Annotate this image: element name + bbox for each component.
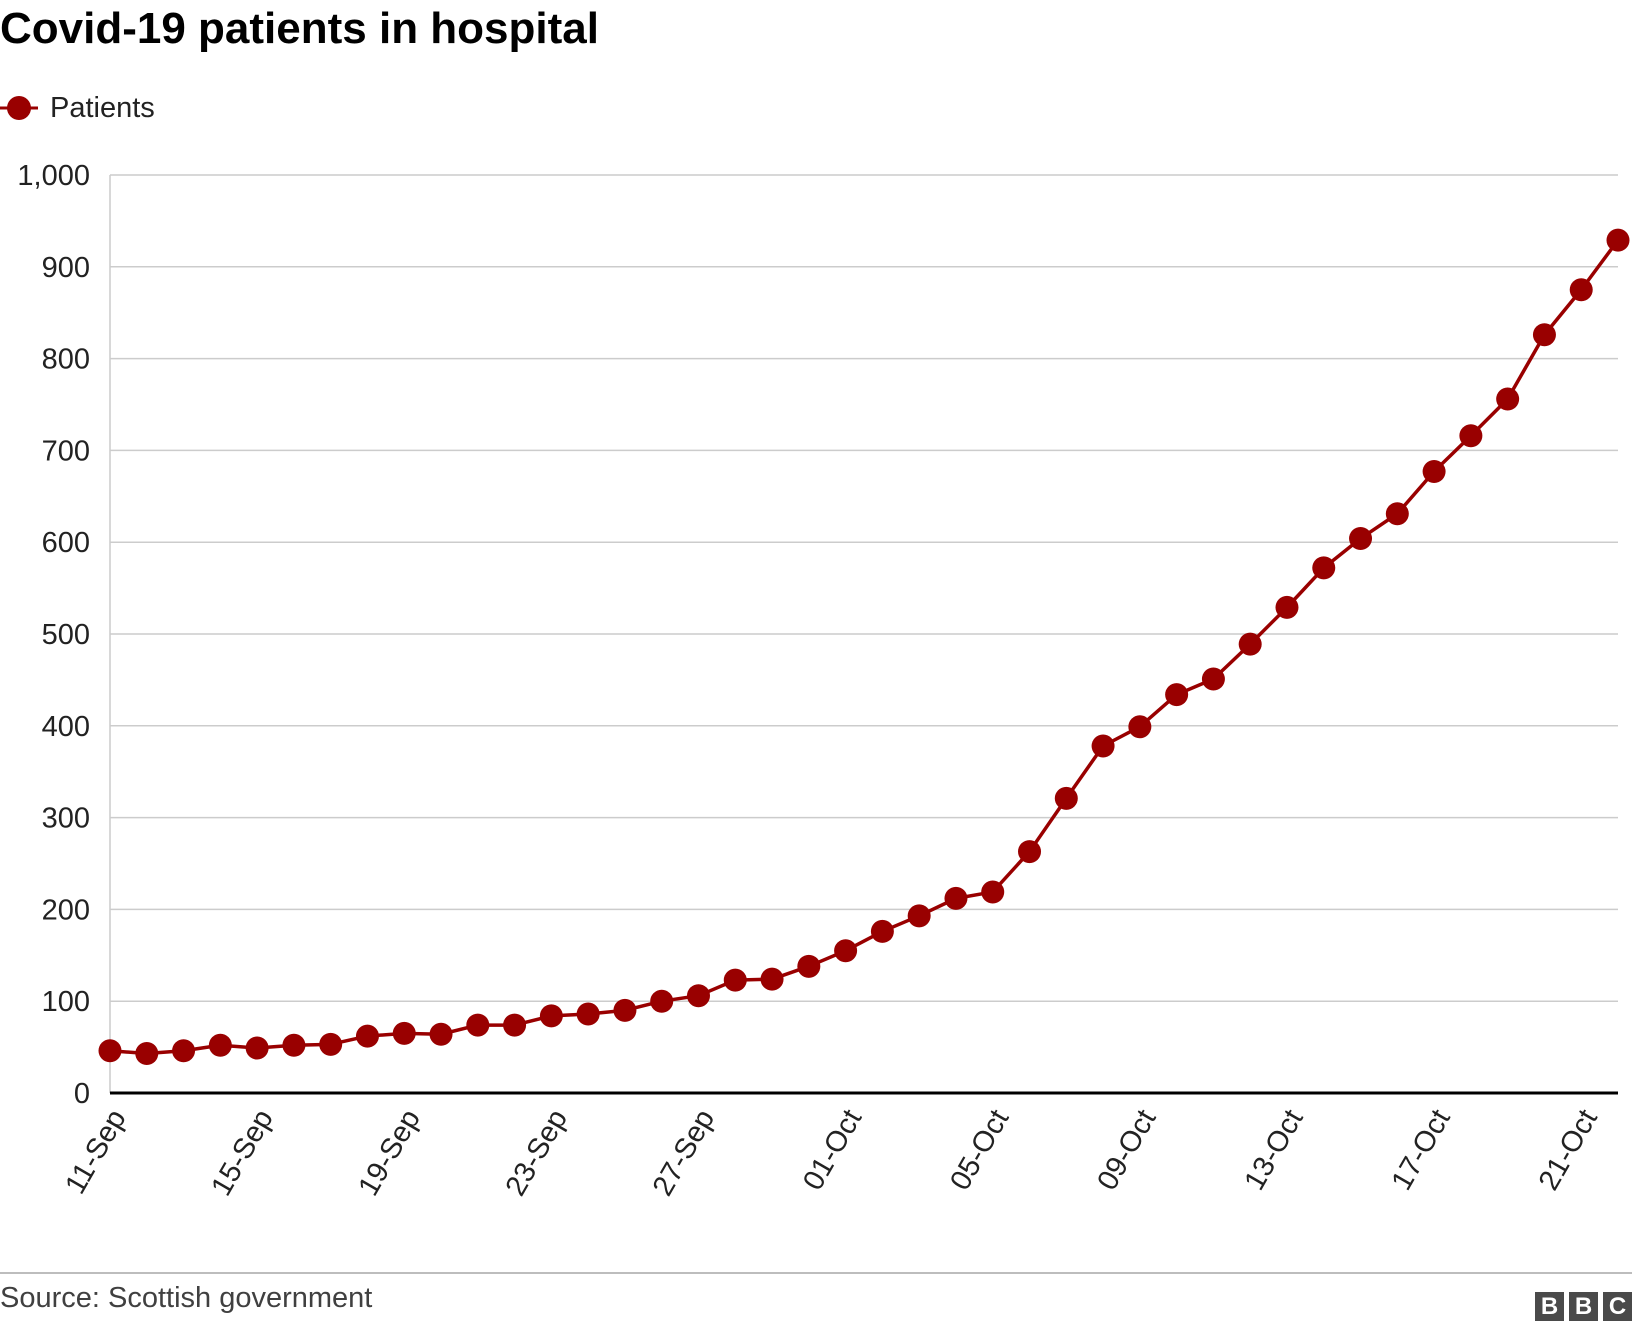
line-chart: 0 100 200 300 400 500 600 700 800 900 1,000 11-Sep 1… [17, 160, 1630, 1201]
data-point [1128, 715, 1152, 739]
y-tick-label: 1,000 [17, 160, 90, 192]
x-tick-label: 27-Sep [647, 1104, 721, 1201]
data-point [944, 886, 968, 910]
x-tick-label: 17-Oct [1386, 1104, 1457, 1195]
y-tick-label: 800 [42, 344, 90, 376]
data-point [429, 1022, 453, 1046]
data-point [135, 1042, 159, 1066]
data-point [1422, 460, 1446, 484]
y-tick-label: 100 [42, 986, 90, 1018]
logo-letter: C [1603, 1292, 1632, 1321]
data-point [613, 998, 637, 1022]
chart-title: Covid-19 patients in hospital [0, 4, 599, 53]
y-tick-label: 0 [74, 1078, 90, 1110]
data-point [319, 1032, 343, 1056]
data-point [1532, 323, 1556, 347]
data-point [1238, 632, 1262, 656]
data-point [650, 989, 674, 1013]
x-tick-label: 15-Sep [205, 1104, 279, 1201]
data-point [1054, 786, 1078, 810]
data-point [1496, 387, 1520, 411]
data-point [98, 1039, 122, 1063]
data-point [1459, 424, 1483, 448]
data-point [466, 1013, 490, 1037]
data-point [1275, 595, 1299, 619]
x-tick-label: 09-Oct [1091, 1104, 1162, 1195]
footer-divider [0, 1272, 1632, 1274]
x-tick-label: 05-Oct [944, 1104, 1015, 1195]
data-point [1349, 527, 1373, 551]
y-tick-label: 200 [42, 894, 90, 926]
x-tick-label: 11-Sep [59, 1104, 132, 1199]
data-point [1091, 734, 1115, 758]
bbc-logo: B B C [1535, 1292, 1632, 1321]
data-point [208, 1033, 232, 1057]
data-point [686, 984, 710, 1008]
data-point [1385, 502, 1409, 526]
y-tick-label: 700 [42, 435, 90, 467]
data-point [797, 954, 821, 978]
data-point [355, 1024, 379, 1048]
logo-letter: B [1535, 1292, 1564, 1321]
x-tick-label: 23-Sep [500, 1104, 574, 1201]
y-tick-label: 600 [42, 527, 90, 559]
data-point [282, 1033, 306, 1057]
data-point [760, 967, 784, 991]
data-point [907, 904, 931, 928]
data-point [1165, 683, 1189, 707]
logo-letter: B [1569, 1292, 1598, 1321]
data-point [723, 968, 747, 992]
data-point [1201, 667, 1225, 691]
data-point [503, 1013, 527, 1037]
data-point [834, 939, 858, 963]
data-point [172, 1039, 196, 1063]
y-tick-label: 300 [42, 803, 90, 835]
data-point [1606, 228, 1630, 252]
series-line [109, 239, 1620, 1056]
data-point [392, 1021, 416, 1045]
data-point [245, 1036, 269, 1060]
data-point [981, 880, 1005, 904]
legend: Patients [0, 88, 155, 128]
data-point [1018, 840, 1042, 864]
data-point [539, 1004, 563, 1028]
data-point [1569, 278, 1593, 302]
y-tick-label: 500 [42, 619, 90, 651]
data-point [870, 919, 894, 943]
x-tick-label: 21-Oct [1533, 1104, 1604, 1195]
data-point [576, 1002, 600, 1026]
legend-marker-icon [0, 96, 38, 120]
y-tick-label: 400 [42, 711, 90, 743]
y-tick-label: 900 [42, 252, 90, 284]
data-point [1312, 556, 1336, 580]
x-tick-label: 13-Oct [1238, 1104, 1309, 1195]
source-note: Source: Scottish government [0, 1282, 373, 1314]
x-tick-label: 01-Oct [797, 1104, 868, 1195]
x-tick-label: 19-Sep [352, 1104, 426, 1201]
legend-label: Patients [50, 91, 155, 124]
